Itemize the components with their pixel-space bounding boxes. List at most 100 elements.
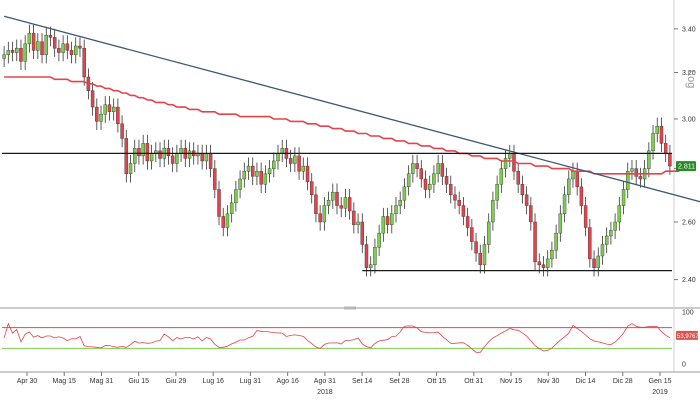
candle	[638, 167, 643, 188]
candle-body	[457, 199, 461, 206]
y-tick-label: 3.20	[682, 70, 696, 77]
candle-body	[27, 32, 32, 45]
candle	[145, 134, 150, 170]
candle	[453, 186, 457, 209]
candle-body	[255, 171, 259, 177]
candle	[579, 178, 584, 215]
candle-body	[31, 32, 36, 51]
candle-body	[520, 184, 525, 196]
candle-body	[133, 148, 137, 164]
candle-body	[427, 184, 432, 190]
candle	[263, 165, 268, 193]
candle-body	[465, 216, 470, 228]
candle	[242, 162, 247, 188]
x-tick-label: Lug 31	[240, 378, 262, 385]
candle	[449, 175, 453, 204]
candle-body	[453, 194, 457, 201]
candle-body	[381, 216, 386, 234]
candle	[419, 160, 423, 188]
candle-body	[343, 197, 348, 209]
candle-body	[331, 191, 335, 201]
candle-body	[179, 148, 183, 154]
candle-body	[301, 165, 306, 172]
candle-body	[486, 221, 491, 245]
oscillator-line	[3, 322, 671, 353]
y-tick-label: 3.40	[682, 26, 696, 33]
candle-body	[314, 194, 318, 214]
candle-body	[668, 153, 672, 167]
candle-body	[225, 213, 230, 228]
candle-body	[364, 244, 369, 268]
candle	[19, 39, 23, 71]
candle-body	[57, 47, 61, 53]
candle	[322, 196, 327, 231]
candle-body	[82, 47, 86, 78]
candle	[503, 149, 508, 178]
candle	[120, 115, 124, 148]
candle-body	[600, 244, 605, 257]
x-tick-label: Ago 16	[277, 378, 299, 385]
candle	[402, 178, 407, 209]
candle-body	[663, 143, 668, 154]
candle	[596, 247, 600, 277]
pane-resize-handle[interactable]	[344, 306, 356, 310]
candle	[482, 235, 487, 274]
candle-body	[554, 232, 558, 251]
candle	[613, 213, 617, 240]
candle-body	[44, 35, 48, 55]
candle-body	[575, 171, 579, 188]
candle	[478, 244, 482, 274]
candle	[352, 202, 356, 234]
candle-body	[406, 173, 411, 188]
candle	[31, 24, 36, 60]
x-tick-label: Dic 28	[613, 378, 633, 385]
candle	[583, 196, 588, 237]
candle	[305, 157, 310, 191]
candle	[246, 157, 251, 180]
candle	[440, 154, 445, 186]
candle	[133, 139, 137, 173]
candle	[301, 157, 306, 180]
candle	[293, 147, 297, 173]
candle	[158, 142, 162, 168]
candle-body	[545, 258, 550, 268]
candle	[343, 188, 348, 217]
candle	[356, 213, 360, 234]
candle-body	[659, 126, 664, 144]
candle	[529, 196, 533, 231]
x-tick-label: Ott 15	[427, 378, 446, 385]
x-tick-label: Ott 31	[464, 378, 483, 385]
candle	[659, 117, 664, 153]
candle-body	[69, 50, 74, 55]
candle-body	[10, 50, 15, 53]
candle-body	[213, 168, 217, 190]
candle-body	[360, 221, 365, 245]
x-tick-label: Giu 15	[128, 378, 149, 385]
candle	[381, 207, 386, 242]
candle-body	[630, 168, 634, 172]
candle-body	[398, 199, 402, 206]
candle-body	[596, 255, 600, 268]
candle-body	[217, 189, 221, 217]
candle-body	[583, 205, 588, 228]
candle-body	[310, 181, 314, 196]
candle	[6, 41, 11, 64]
candle	[111, 98, 116, 121]
candle	[15, 39, 19, 62]
candle	[69, 41, 74, 64]
candle	[234, 180, 238, 212]
candle-body	[158, 150, 162, 159]
candle	[394, 196, 398, 223]
y-tick-label: 2.60	[682, 219, 696, 226]
candle	[626, 162, 630, 199]
candle-body	[436, 163, 440, 174]
candle	[436, 154, 440, 183]
candle	[533, 213, 537, 271]
candle-body	[322, 205, 327, 223]
candle-body	[40, 41, 44, 55]
candle-body	[95, 106, 99, 122]
candle-body	[61, 43, 65, 53]
candle-body	[541, 264, 546, 268]
candle-body	[604, 235, 609, 245]
candle-body	[478, 252, 482, 265]
